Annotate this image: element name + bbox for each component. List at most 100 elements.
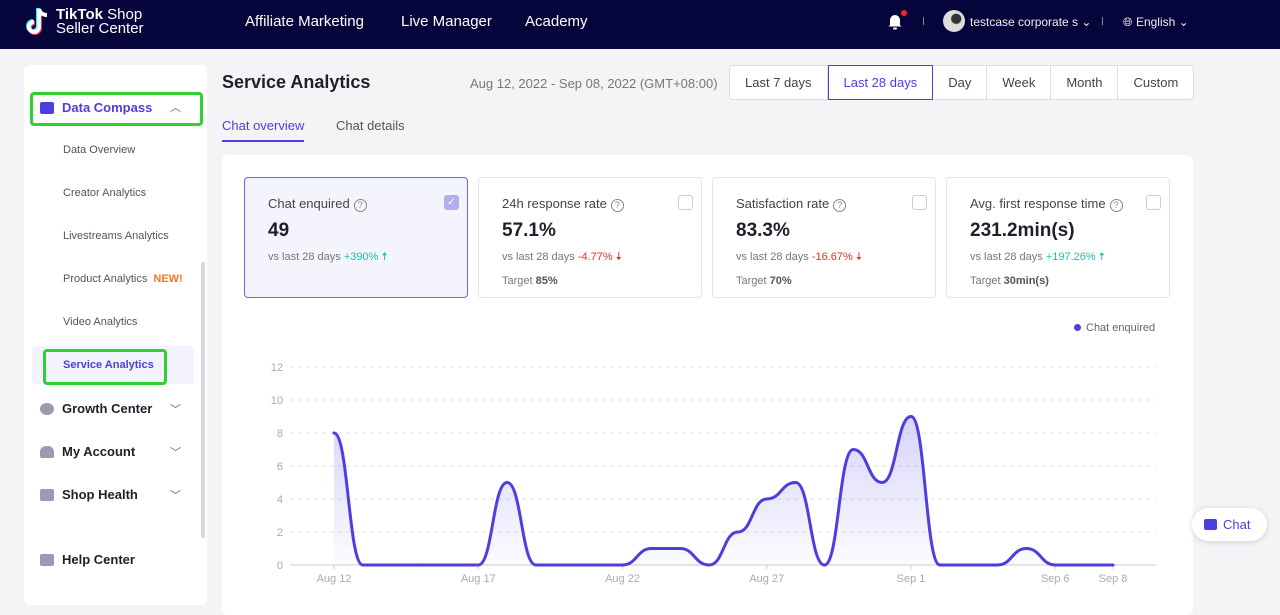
metric-checkbox[interactable] [912, 195, 927, 210]
chat-button[interactable]: Chat [1192, 508, 1267, 541]
logo-text: Shop [102, 6, 143, 23]
tab-chat-details[interactable]: Chat details [336, 118, 405, 133]
sidebar-group-my-account[interactable]: My Account [40, 444, 135, 459]
new-badge: NEW! [153, 273, 183, 285]
period-selector: Last 7 days Last 28 days Day Week Month … [729, 65, 1195, 100]
help-icon[interactable]: ? [1109, 199, 1123, 212]
chart-area [334, 416, 1113, 565]
tab-chat-overview[interactable]: Chat overview [222, 118, 305, 142]
chevron-down-icon[interactable]: ﹀ [170, 404, 181, 416]
metric-delta: -16.67% [811, 251, 853, 263]
y-tick-label: 0 [277, 560, 283, 572]
data-point [967, 563, 971, 567]
data-point [361, 563, 365, 567]
data-point [707, 563, 711, 567]
metric-compare-label: vs last 28 days [268, 251, 341, 263]
y-tick-label: 12 [271, 362, 283, 374]
sidebar-group-label: Data Compass [62, 100, 153, 115]
legend-label: Chat enquired [1086, 322, 1156, 334]
data-point [447, 563, 451, 567]
help-icon[interactable]: ? [353, 199, 367, 212]
period-week[interactable]: Week [987, 66, 1052, 99]
tiktok-logo-icon [26, 8, 48, 35]
target-label: Target [970, 275, 1001, 287]
highlight-box [43, 349, 167, 385]
nav-affiliate-marketing[interactable]: Affiliate Marketing [245, 13, 364, 30]
metric-card-satisfaction-rate[interactable]: Satisfaction rate? 83.3% vs last 28 days… [712, 177, 936, 298]
period-last-7-days[interactable]: Last 7 days [730, 66, 828, 99]
arrow-down-icon: 🠇 [855, 251, 862, 263]
period-day[interactable]: Day [933, 66, 988, 99]
chevron-up-icon[interactable]: ︿ [170, 102, 181, 114]
sidebar-group-label: Help Center [62, 552, 135, 567]
data-point [505, 481, 509, 484]
target-label: Target [502, 275, 533, 287]
notification-dot [901, 10, 907, 16]
data-point [1053, 563, 1057, 567]
metric-checkbox[interactable]: ✓ [444, 195, 459, 210]
avatar[interactable] [943, 10, 965, 32]
metric-delta: +197.26% [1045, 251, 1096, 263]
data-point [851, 448, 855, 451]
chevron-down-icon: ⌄ [1081, 15, 1092, 29]
x-tick-label: Sep 8 [1099, 573, 1128, 585]
metric-label: Satisfaction rate [736, 196, 830, 211]
language-selector[interactable]: 🌐︎ English ⌄ [1123, 15, 1189, 30]
sidebar-item-data-overview[interactable]: Data Overview [63, 144, 136, 156]
metric-value: 83.3% [736, 220, 790, 241]
chevron-down-icon[interactable]: ﹀ [170, 490, 181, 502]
data-point [1024, 547, 1028, 550]
sidebar-item-creator-analytics[interactable]: Creator Analytics [63, 187, 147, 199]
sidebar-group-shop-health[interactable]: Shop Health [40, 487, 138, 502]
sidebar-item-video-analytics[interactable]: Video Analytics [63, 316, 138, 328]
data-point [736, 530, 740, 534]
data-point [534, 563, 538, 567]
help-icon[interactable]: ? [833, 199, 847, 212]
data-point [1082, 563, 1086, 567]
top-header: TikTok Shop Seller Center Affiliate Marke… [0, 0, 1280, 49]
user-menu[interactable]: testcase corporate s ⌄ [970, 15, 1091, 29]
period-last-28-days[interactable]: Last 28 days [827, 65, 934, 100]
x-tick-label: Aug 12 [317, 573, 352, 585]
sidebar-group-data-compass[interactable]: Data Compass [40, 100, 152, 115]
sidebar-help-center[interactable]: Help Center [40, 552, 135, 567]
data-point [390, 563, 394, 567]
user-name: testcase corporate s [970, 15, 1079, 29]
nav-live-manager[interactable]: Live Manager [401, 13, 492, 30]
metric-card-chat-enquired[interactable]: Chat enquired? ✓ 49 vs last 28 days +390… [244, 177, 468, 298]
x-tick-label: Sep 6 [1041, 573, 1070, 585]
target-value: 30min(s) [1003, 275, 1049, 287]
target-value: 70% [769, 275, 792, 287]
period-month[interactable]: Month [1051, 66, 1119, 99]
sidebar-item-product-analytics[interactable]: Product Analytics NEW! [63, 273, 183, 285]
bell-icon[interactable] [887, 12, 903, 30]
metric-card-24h-response-rate[interactable]: 24h response rate? 57.1% vs last 28 days… [478, 177, 702, 298]
chart-legend[interactable]: Chat enquired [1074, 322, 1155, 334]
chevron-down-icon[interactable]: ﹀ [170, 447, 181, 459]
sidebar-group-growth-center[interactable]: Growth Center [40, 401, 152, 416]
tiktok-shop-logo[interactable]: TikTok Shop Seller Center [24, 6, 144, 38]
help-icon [40, 553, 54, 566]
help-icon[interactable]: ? [610, 199, 624, 212]
data-point [678, 547, 682, 550]
chevron-down-icon: ⌄ [1178, 15, 1189, 29]
x-tick-label: Aug 17 [461, 573, 496, 585]
sidebar-scrollbar[interactable] [201, 262, 205, 538]
metric-checkbox[interactable] [678, 195, 693, 210]
metric-card-avg-first-response-time[interactable]: Avg. first response time? 231.2min(s) vs… [946, 177, 1170, 298]
arrow-down-icon: 🠇 [615, 251, 622, 263]
divider [1102, 17, 1103, 25]
language-label: English [1135, 15, 1176, 29]
x-tick-label: Aug 22 [605, 573, 640, 585]
metric-checkbox[interactable] [1146, 195, 1161, 210]
metric-value: 57.1% [502, 220, 556, 241]
arrow-up-icon: 🠅 [381, 251, 388, 263]
nav-academy[interactable]: Academy [525, 13, 588, 30]
content-card: Chat enquired? ✓ 49 vs last 28 days +390… [222, 155, 1193, 615]
sidebar-item-livestreams-analytics[interactable]: Livestreams Analytics [63, 230, 169, 242]
sidebar-item-label: Product Analytics [63, 273, 148, 285]
period-custom[interactable]: Custom [1133, 75, 1179, 90]
metric-value: 231.2min(s) [970, 220, 1075, 241]
sidebar-item-service-analytics[interactable]: Service Analytics [63, 359, 154, 371]
